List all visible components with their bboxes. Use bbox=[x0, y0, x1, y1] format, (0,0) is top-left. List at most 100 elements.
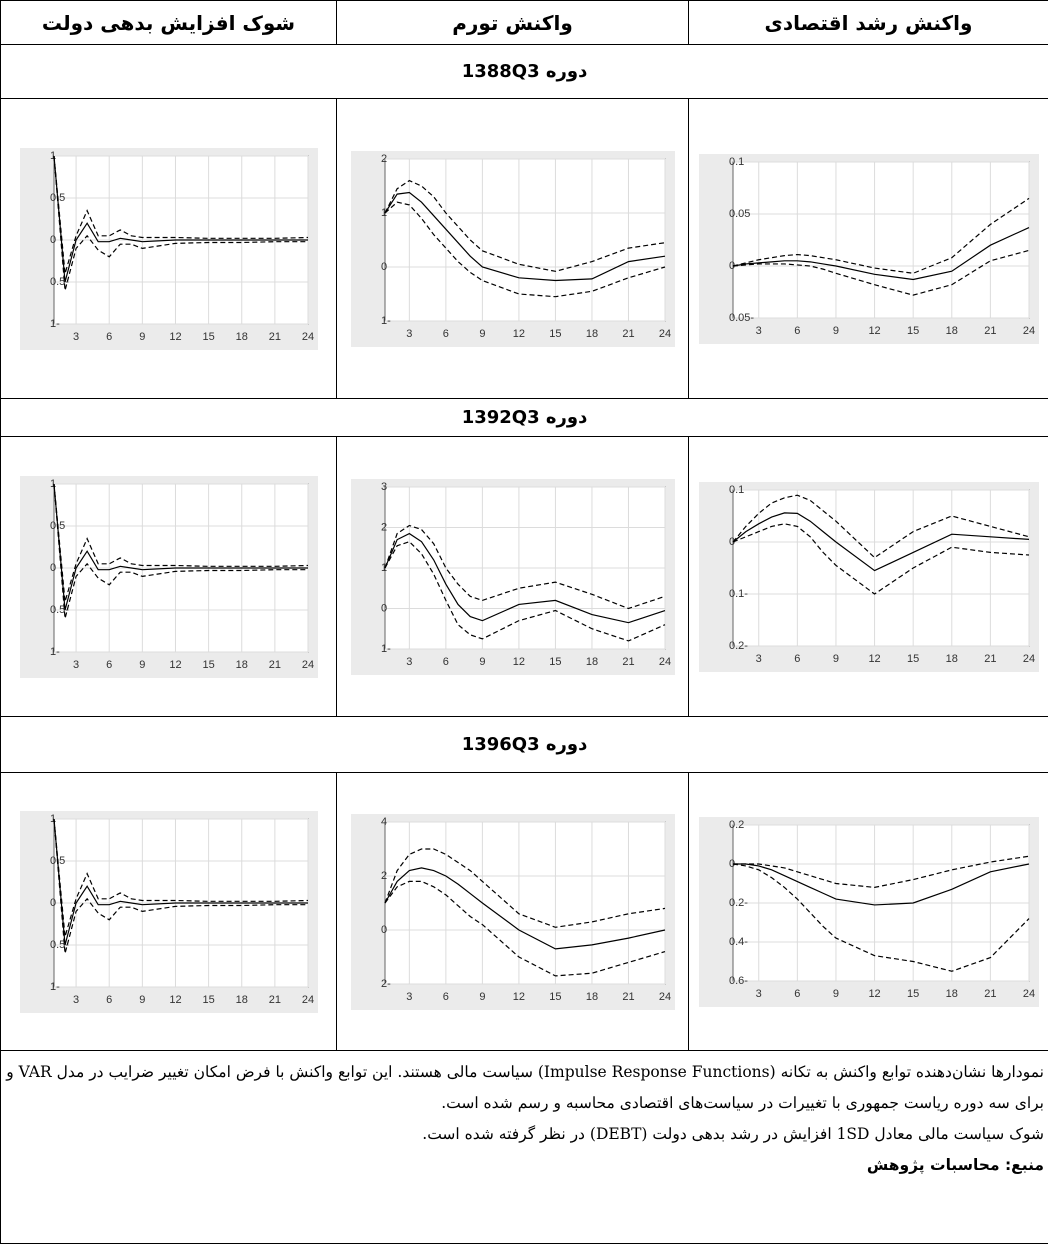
x-tick-label: 12 bbox=[169, 658, 181, 670]
x-tick-label: 9 bbox=[139, 330, 145, 342]
x-tick-label: 15 bbox=[202, 993, 214, 1005]
header-cell: واکنش تورم bbox=[337, 1, 689, 45]
y-tick-label: 1 bbox=[50, 812, 56, 824]
x-tick-label: 3 bbox=[406, 655, 412, 667]
x-tick-label: 24 bbox=[658, 327, 670, 339]
y-tick-label: 0 bbox=[381, 923, 387, 935]
y-tick-label: -0.2 bbox=[729, 639, 748, 651]
x-tick-label: 18 bbox=[945, 324, 957, 336]
y-tick-label: -0.4 bbox=[729, 935, 748, 947]
x-tick-label: 3 bbox=[755, 324, 761, 336]
x-tick-label: 24 bbox=[658, 990, 670, 1002]
x-tick-label: 21 bbox=[984, 324, 996, 336]
x-tick-label: 6 bbox=[794, 652, 800, 664]
x-tick-label: 21 bbox=[268, 330, 280, 342]
x-tick-label: 15 bbox=[907, 987, 919, 999]
note-text: شوک سیاست مالی معادل 1SD افزایش در رشد ب… bbox=[5, 1119, 1044, 1150]
note-text: نمودارها نشان‌دهنده توابع واکنش به تکانه… bbox=[5, 1057, 1044, 1119]
period-row: دوره 1396Q3 bbox=[1, 717, 1048, 773]
x-tick-label: 18 bbox=[235, 330, 247, 342]
x-tick-label: 9 bbox=[832, 987, 838, 999]
y-tick-label: 0.1 bbox=[729, 483, 744, 495]
x-tick-label: 9 bbox=[479, 327, 485, 339]
x-tick-label: 15 bbox=[907, 652, 919, 664]
y-tick-label: -2 bbox=[381, 977, 391, 989]
x-tick-label: 12 bbox=[169, 993, 181, 1005]
x-tick-label: 6 bbox=[106, 658, 112, 670]
y-tick-label: -1 bbox=[381, 314, 391, 326]
x-tick-label: 18 bbox=[235, 658, 247, 670]
x-tick-label: 6 bbox=[794, 987, 800, 999]
x-tick-label: 9 bbox=[139, 658, 145, 670]
y-tick-label: -0.1 bbox=[729, 587, 748, 599]
period-label: دوره 1396Q3 bbox=[1, 717, 1048, 773]
y-tick-label: -0.2 bbox=[729, 896, 748, 908]
x-tick-label: 12 bbox=[512, 327, 524, 339]
x-tick-label: 6 bbox=[442, 990, 448, 1002]
plot-area bbox=[733, 162, 1029, 318]
x-tick-label: 18 bbox=[585, 327, 597, 339]
x-tick-label: 24 bbox=[301, 658, 313, 670]
x-tick-label: 24 bbox=[658, 655, 670, 667]
y-tick-label: -0.05 bbox=[729, 311, 754, 323]
x-tick-label: 6 bbox=[442, 327, 448, 339]
x-tick-label: 12 bbox=[868, 324, 880, 336]
x-tick-label: 12 bbox=[512, 655, 524, 667]
y-tick-label: 0 bbox=[50, 233, 56, 245]
x-tick-label: 12 bbox=[169, 330, 181, 342]
y-tick-label: 0 bbox=[50, 896, 56, 908]
header-cell: شوک افزایش بدهی دولت bbox=[1, 1, 337, 45]
x-tick-label: 18 bbox=[585, 990, 597, 1002]
x-tick-label: 9 bbox=[139, 993, 145, 1005]
x-tick-label: 3 bbox=[73, 658, 79, 670]
x-tick-label: 9 bbox=[479, 990, 485, 1002]
x-tick-label: 24 bbox=[1022, 324, 1034, 336]
x-tick-label: 9 bbox=[832, 652, 838, 664]
x-tick-label: 12 bbox=[512, 990, 524, 1002]
x-tick-label: 21 bbox=[622, 655, 634, 667]
period-label: دوره 1388Q3 bbox=[1, 45, 1048, 99]
x-tick-label: 24 bbox=[301, 993, 313, 1005]
note-cell: نمودارها نشان‌دهنده توابع واکنش به تکانه… bbox=[1, 1051, 1048, 1244]
x-tick-label: 15 bbox=[549, 655, 561, 667]
y-tick-label: 0.2 bbox=[729, 818, 744, 830]
x-tick-label: 15 bbox=[907, 324, 919, 336]
y-tick-label: -1 bbox=[50, 317, 60, 329]
irf-table: واکنش رشد اقتصادیواکنش تورمشوک افزایش بد… bbox=[0, 0, 1048, 1244]
x-tick-label: 21 bbox=[622, 327, 634, 339]
x-tick-label: 21 bbox=[268, 658, 280, 670]
x-tick-label: 6 bbox=[106, 330, 112, 342]
x-tick-label: 6 bbox=[442, 655, 448, 667]
x-tick-label: 3 bbox=[755, 652, 761, 664]
x-tick-label: 3 bbox=[406, 327, 412, 339]
period-label: دوره 1392Q3 bbox=[1, 399, 1048, 437]
note-row: نمودارها نشان‌دهنده توابع واکنش به تکانه… bbox=[1, 1051, 1048, 1244]
x-tick-label: 18 bbox=[945, 987, 957, 999]
x-tick-label: 3 bbox=[73, 993, 79, 1005]
y-tick-label: 2 bbox=[381, 521, 387, 533]
y-tick-label: 0 bbox=[381, 602, 387, 614]
x-tick-label: 15 bbox=[202, 330, 214, 342]
x-tick-label: 12 bbox=[868, 987, 880, 999]
x-tick-label: 12 bbox=[868, 652, 880, 664]
x-tick-label: 18 bbox=[585, 655, 597, 667]
y-tick-label: 2 bbox=[381, 869, 387, 881]
y-tick-label: -1 bbox=[381, 642, 391, 654]
x-tick-label: 24 bbox=[301, 330, 313, 342]
